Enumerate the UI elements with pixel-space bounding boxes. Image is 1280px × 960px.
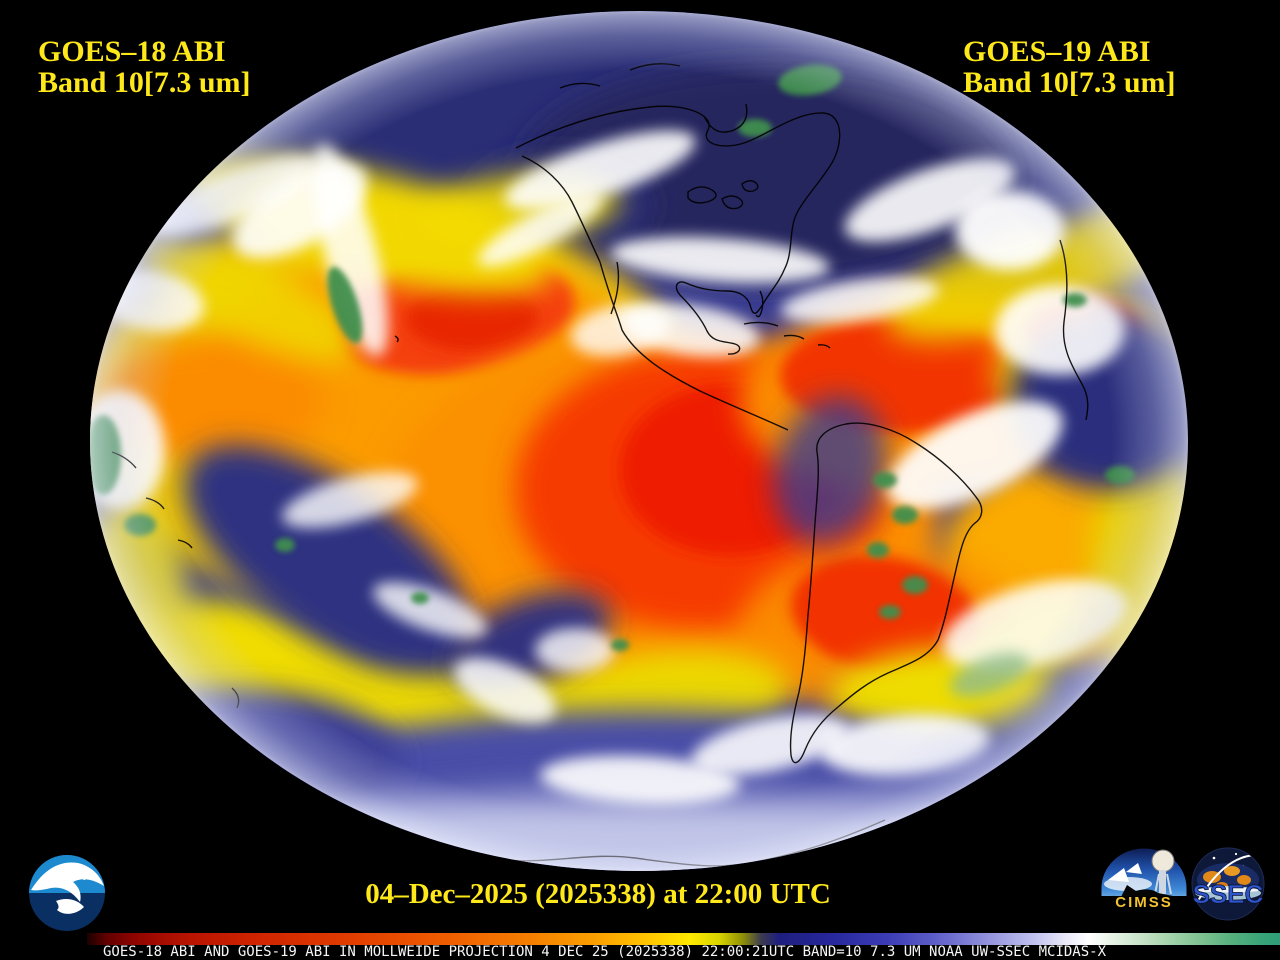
left-satellite-name: GOES–18 ABI bbox=[38, 35, 226, 68]
cimss-logo: CIMSS bbox=[1098, 845, 1190, 911]
globe-imagery bbox=[90, 11, 1188, 871]
footer-annotation: GOES-18 ABI AND GOES-19 ABI IN MOLLWEIDE… bbox=[103, 944, 1107, 960]
cimss-dish-icon bbox=[1108, 868, 1129, 882]
right-satellite-title: GOES–19 ABI Band 10[7.3 um] bbox=[963, 36, 1176, 98]
left-satellite-title: GOES–18 ABI Band 10[7.3 um] bbox=[38, 36, 251, 98]
left-satellite-band: Band 10[7.3 um] bbox=[38, 66, 251, 99]
noaa-bird-icon bbox=[31, 862, 104, 902]
noaa-label: NOAA bbox=[47, 869, 86, 883]
ssec-logo: SSEC bbox=[1191, 847, 1265, 921]
timestamp: 04–Dec–2025 (2025338) at 22:00 UTC bbox=[365, 878, 831, 910]
noaa-logo: NOAA bbox=[29, 855, 105, 931]
ssec-label: SSEC bbox=[1193, 879, 1264, 909]
cimss-tower-globe-icon bbox=[1151, 849, 1175, 873]
right-satellite-name: GOES–19 ABI bbox=[963, 35, 1151, 68]
right-satellite-band: Band 10[7.3 um] bbox=[963, 66, 1176, 99]
colorbar bbox=[87, 933, 1280, 945]
cimss-label: CIMSS bbox=[1115, 894, 1173, 911]
